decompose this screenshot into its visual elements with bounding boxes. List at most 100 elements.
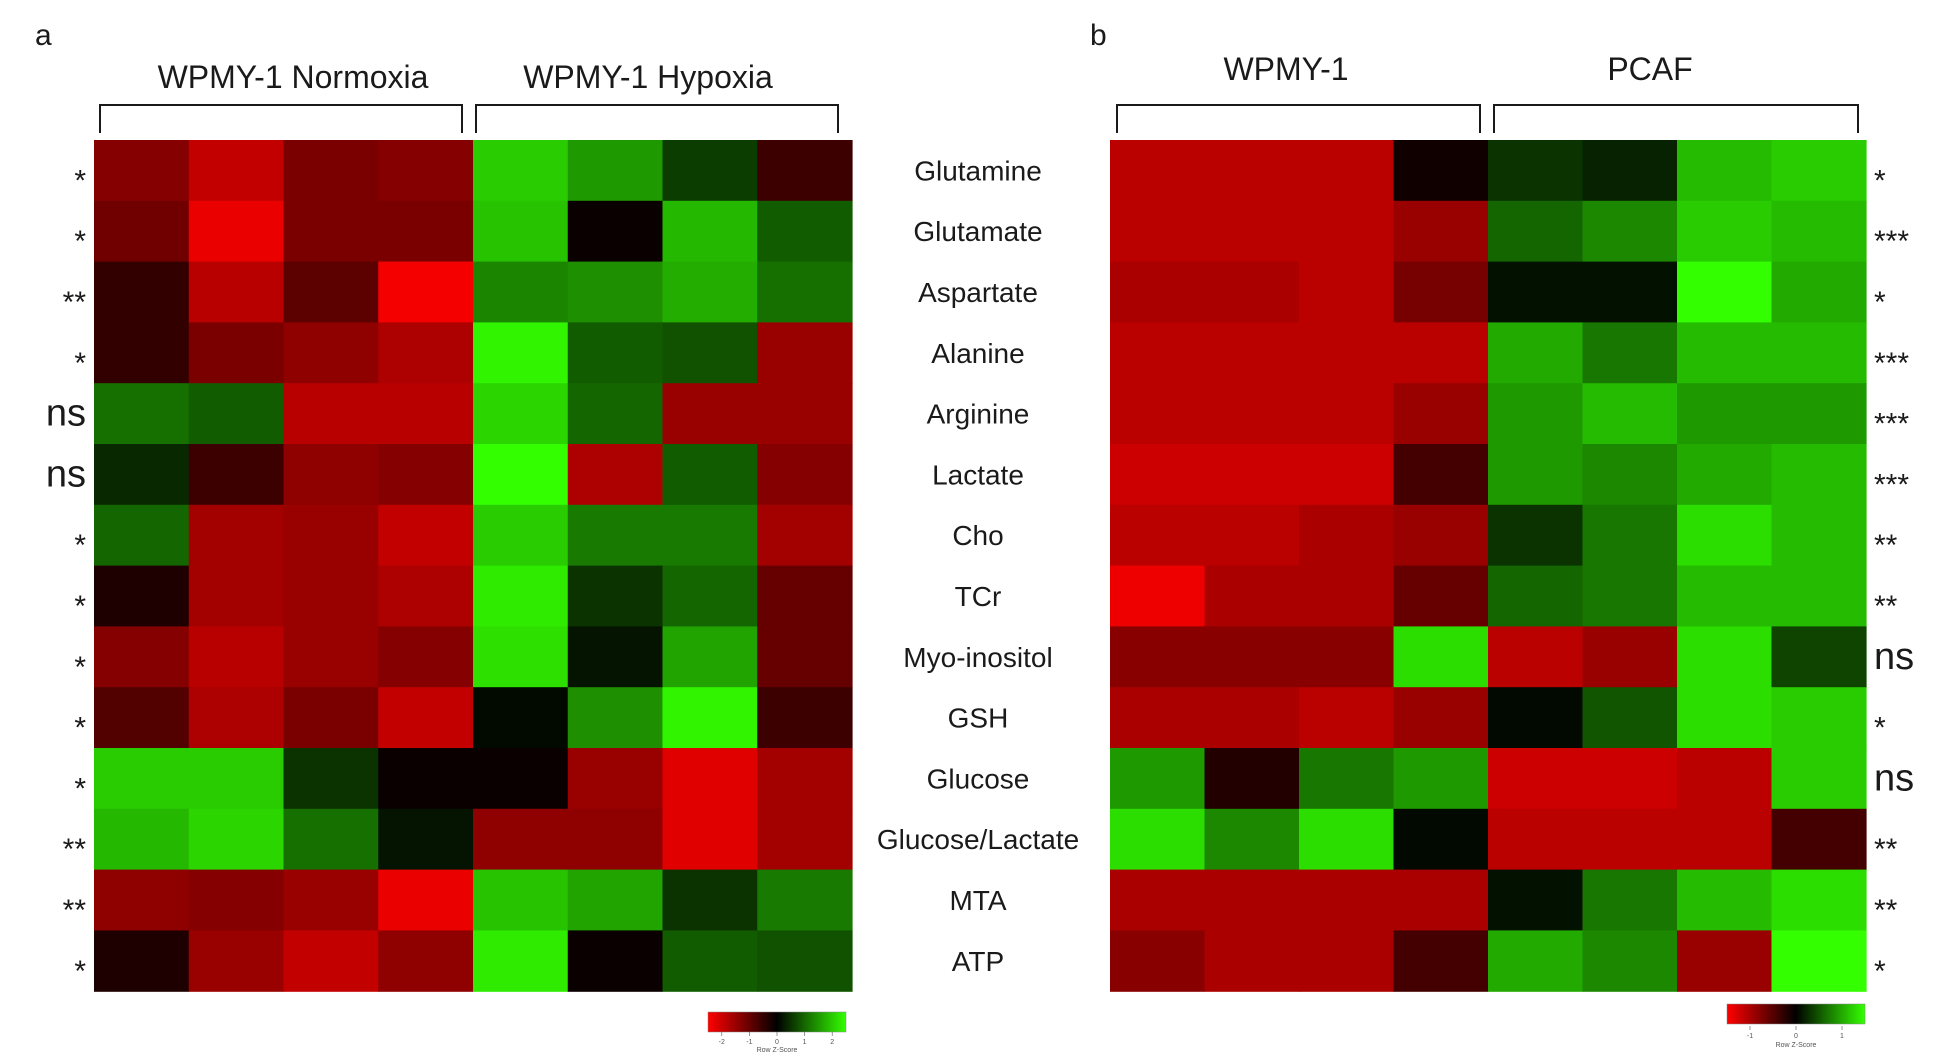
- panel-a-color-key-bar: [707, 1011, 847, 1033]
- panel-a-heatmap: [94, 140, 853, 992]
- heatmap-cell-b-r10-c4: [1393, 687, 1489, 749]
- heatmap-cell-b-r14-c5: [1488, 930, 1584, 992]
- significance-marker-b: *: [1874, 164, 1886, 197]
- heatmap-cell-b-r2-c5: [1488, 200, 1584, 263]
- heatmap-cell-b-r7-c4: [1393, 504, 1489, 567]
- heatmap-cell-a-r3-c4: [378, 261, 474, 323]
- heatmap-cell-b-r4-c4: [1393, 322, 1489, 384]
- heatmap-cell-a-r2-c5: [473, 200, 569, 263]
- heatmap-cell-a-r3-c1: [94, 261, 190, 323]
- metabolite-label: ATP: [952, 946, 1004, 977]
- metabolite-label: Glucose: [927, 763, 1030, 794]
- heatmap-cell-a-r4-c2: [188, 322, 285, 384]
- heatmap-cell-b-r3-c6: [1582, 261, 1678, 323]
- heatmap-cell-b-r6-c4: [1393, 444, 1489, 506]
- heatmap-cell-a-r8-c1: [94, 565, 190, 627]
- panel-b-significance-column: ******************ns*ns*****: [1874, 164, 1914, 987]
- heatmap-cell-b-r3-c8: [1771, 261, 1867, 323]
- heatmap-cell-b-r11-c2: [1204, 748, 1300, 810]
- heatmap-cell-b-r2-c2: [1204, 200, 1300, 263]
- heatmap-cell-b-r7-c1: [1110, 504, 1206, 567]
- heatmap-cell-b-r5-c1: [1110, 383, 1206, 445]
- heatmap-cell-b-r6-c5: [1488, 444, 1584, 506]
- heatmap-cell-a-r14-c4: [378, 930, 474, 992]
- heatmap-cell-b-r9-c7: [1677, 626, 1773, 688]
- heatmap-cell-b-r13-c3: [1299, 869, 1395, 931]
- heatmap-cell-b-r12-c6: [1582, 808, 1678, 871]
- heatmap-cell-b-r13-c5: [1488, 869, 1584, 931]
- heatmap-cell-b-r1-c4: [1393, 140, 1489, 202]
- significance-marker-b: ***: [1874, 408, 1909, 441]
- heatmap-cell-a-r10-c2: [188, 687, 285, 749]
- heatmap-cell-a-r11-c8: [757, 748, 853, 810]
- significance-marker-b: ***: [1874, 468, 1909, 501]
- heatmap-cell-b-r11-c4: [1393, 748, 1489, 810]
- heatmap-cell-a-r2-c3: [283, 200, 379, 263]
- heatmap-cell-a-r11-c1: [94, 748, 190, 810]
- heatmap-cell-a-r9-c1: [94, 626, 190, 688]
- heatmap-cell-b-r12-c1: [1110, 808, 1206, 871]
- heatmap-cell-a-r1-c4: [378, 140, 474, 202]
- panel-b-group-pcaf-label: PCAF: [1607, 51, 1692, 87]
- heatmap-cell-a-r6-c7: [662, 444, 758, 506]
- panel-b-heatmap: [1110, 140, 1867, 992]
- heatmap-cell-a-r14-c5: [473, 930, 569, 992]
- heatmap-cell-a-r2-c6: [567, 200, 664, 263]
- heatmap-cell-b-r3-c1: [1110, 261, 1206, 323]
- heatmap-cell-a-r8-c4: [378, 565, 474, 627]
- heatmap-cell-b-r14-c8: [1771, 930, 1867, 992]
- significance-marker-b: ns: [1874, 636, 1914, 678]
- panel-b-group-wpmy-bracket: [1116, 104, 1481, 133]
- significance-marker-b: **: [1874, 833, 1898, 866]
- heatmap-cell-b-r9-c5: [1488, 626, 1584, 688]
- heatmap-cell-a-r5-c8: [757, 383, 853, 445]
- significance-marker-a: *: [74, 164, 86, 197]
- heatmap-cell-a-r9-c8: [757, 626, 853, 688]
- metabolite-label: Arginine: [927, 399, 1030, 430]
- heatmap-cell-b-r10-c6: [1582, 687, 1678, 749]
- heatmap-cell-b-r14-c2: [1204, 930, 1300, 992]
- heatmap-cell-a-r4-c5: [473, 322, 569, 384]
- heatmap-cell-a-r13-c8: [757, 869, 853, 931]
- heatmap-cell-b-r6-c1: [1110, 444, 1206, 506]
- heatmap-cell-b-r12-c2: [1204, 808, 1300, 871]
- heatmap-cell-a-r10-c8: [757, 687, 853, 749]
- significance-marker-a: *: [74, 347, 86, 380]
- heatmap-cell-b-r4-c2: [1204, 322, 1300, 384]
- heatmap-cell-b-r4-c6: [1582, 322, 1678, 384]
- metabolite-label: Alanine: [931, 338, 1024, 369]
- heatmap-cell-b-r5-c7: [1677, 383, 1773, 445]
- metabolite-label: Myo-inositol: [903, 642, 1052, 673]
- heatmap-cell-b-r10-c1: [1110, 687, 1206, 749]
- metabolite-label: TCr: [955, 581, 1002, 612]
- heatmap-cell-a-r1-c2: [188, 140, 285, 202]
- heatmap-cell-b-r6-c8: [1771, 444, 1867, 506]
- significance-marker-b: *: [1874, 712, 1886, 745]
- heatmap-cell-a-r1-c7: [662, 140, 758, 202]
- significance-marker-b: ns: [1874, 757, 1914, 799]
- panel-b-color-key-ticks: -1 0 1: [1747, 1026, 1844, 1040]
- heatmap-cell-b-r4-c7: [1677, 322, 1773, 384]
- heatmap-cell-b-r13-c6: [1582, 869, 1678, 931]
- heatmap-cell-a-r13-c6: [567, 869, 664, 931]
- heatmap-cell-b-r8-c1: [1110, 565, 1206, 627]
- panel-a-group-hypoxia-label: WPMY-1 Hypoxia: [523, 59, 773, 95]
- heatmap-cell-b-r9-c6: [1582, 626, 1678, 688]
- heatmap-cell-a-r1-c3: [283, 140, 379, 202]
- heatmap-cell-a-r11-c2: [188, 748, 285, 810]
- heatmap-cell-a-r10-c7: [662, 687, 758, 749]
- heatmap-cell-a-r8-c7: [662, 565, 758, 627]
- panel-b-color-key-title: Row Z-Score: [1776, 1042, 1817, 1049]
- heatmap-cell-b-r1-c6: [1582, 140, 1678, 202]
- heatmap-cell-a-r7-c6: [567, 504, 664, 567]
- heatmap-cell-a-r12-c5: [473, 808, 569, 871]
- heatmap-cell-b-r3-c4: [1393, 261, 1489, 323]
- significance-marker-b: **: [1874, 529, 1898, 562]
- heatmap-cell-b-r1-c8: [1771, 140, 1867, 202]
- heatmap-cell-a-r12-c4: [378, 808, 474, 871]
- heatmap-cell-a-r12-c7: [662, 808, 758, 871]
- heatmap-cell-a-r3-c8: [757, 261, 853, 323]
- heatmap-cell-b-r4-c8: [1771, 322, 1867, 384]
- heatmap-cell-b-r10-c2: [1204, 687, 1300, 749]
